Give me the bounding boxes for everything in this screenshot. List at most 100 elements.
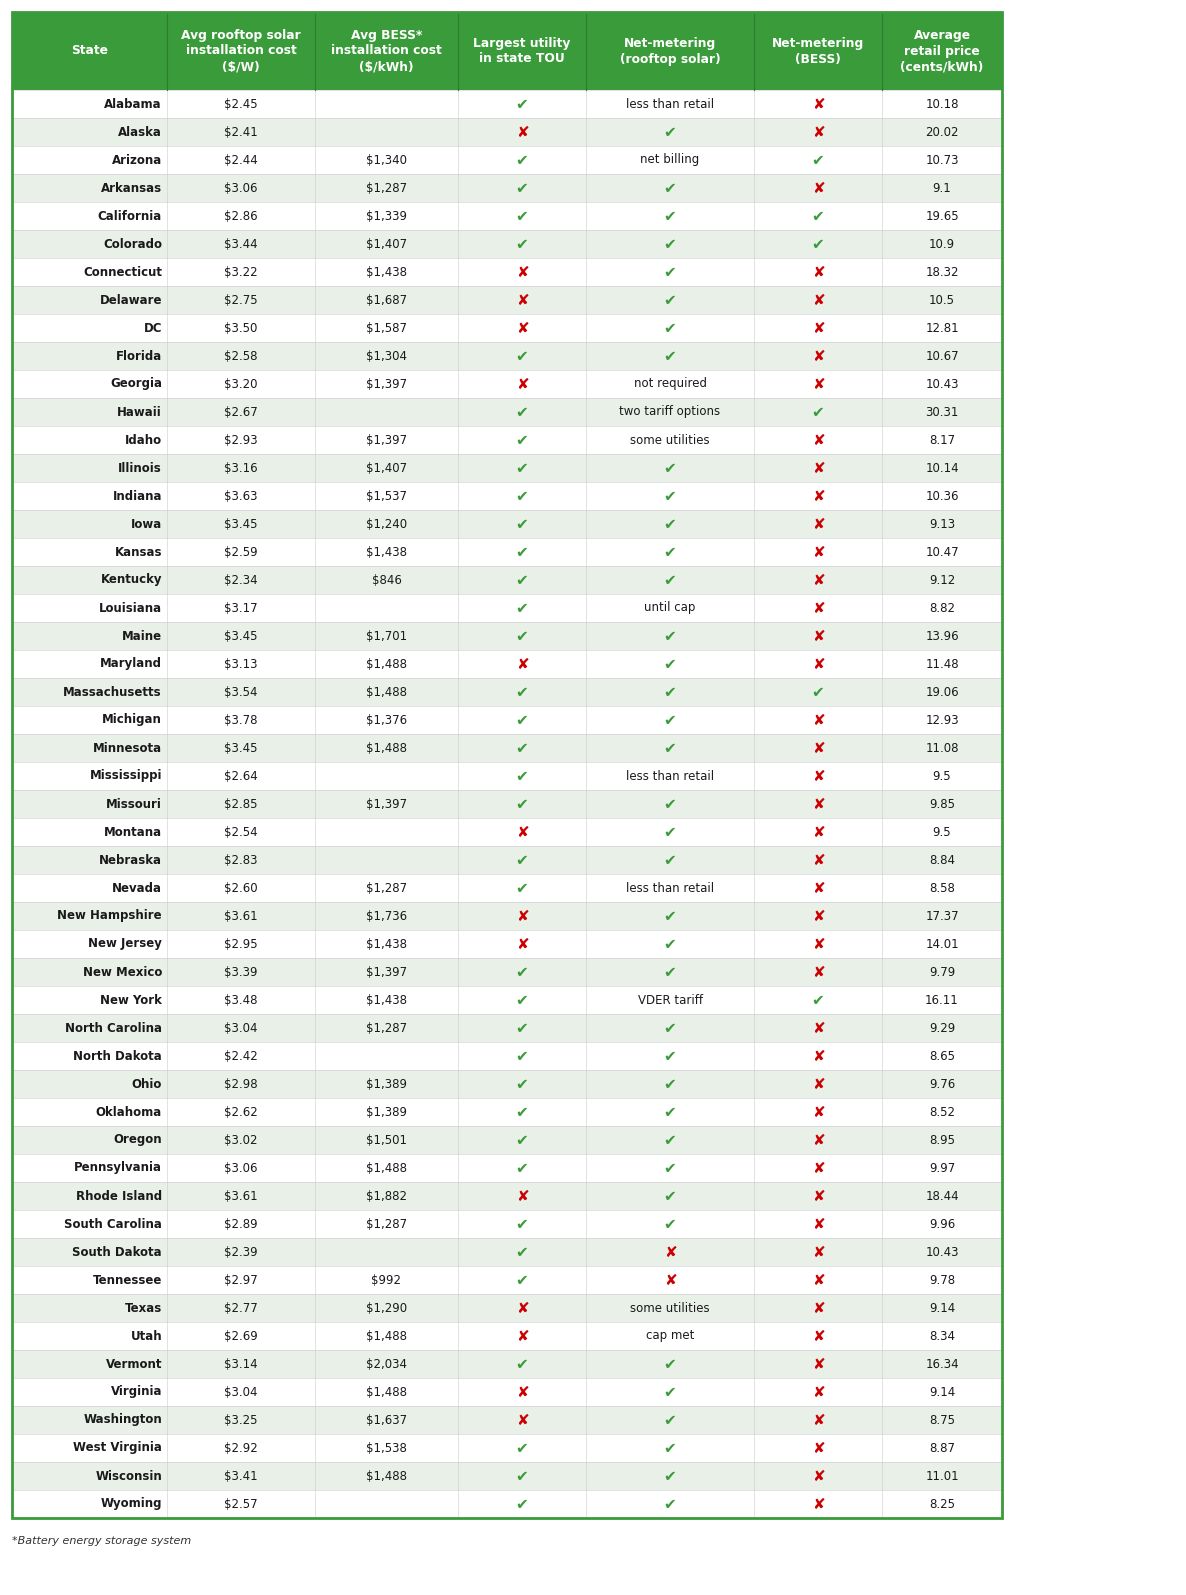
Text: $2.95: $2.95 [224,938,257,951]
Bar [12,986,1002,1014]
Text: $1,340: $1,340 [366,153,407,166]
Text: ✘: ✘ [811,600,824,616]
Text: ✘: ✘ [516,1329,529,1343]
Text: ✘: ✘ [811,1077,824,1091]
Text: $1,287: $1,287 [366,1217,407,1230]
Text: California: California [97,209,162,222]
Text: Hawaii: Hawaii [117,405,162,418]
Text: $2.67: $2.67 [224,405,257,418]
Text: ✘: ✘ [811,880,824,895]
Text: ✔: ✔ [664,1384,676,1399]
Text: ✘: ✘ [811,376,824,391]
Text: Alaska: Alaska [119,126,162,139]
Text: ✔: ✔ [516,461,529,475]
Text: ✘: ✘ [811,769,824,783]
Bar [12,707,1002,734]
Text: ✔: ✔ [516,153,529,167]
Text: Delaware: Delaware [100,293,162,306]
Text: $2,034: $2,034 [366,1357,407,1370]
Bar [167,13,315,89]
Text: ✔: ✔ [516,97,529,112]
Text: Largest utility
in state TOU: Largest utility in state TOU [473,37,570,65]
Text: ✔: ✔ [664,740,676,756]
Text: New York: New York [100,994,162,1006]
Text: $2.58: $2.58 [224,349,257,362]
Text: Average
retail price
(cents/kWh): Average retail price (cents/kWh) [900,29,983,73]
Text: ✔: ✔ [664,573,676,587]
Text: ✔: ✔ [516,1469,529,1483]
Text: ✔: ✔ [516,1104,529,1120]
Text: 9.78: 9.78 [929,1273,955,1287]
Text: ✔: ✔ [516,1273,529,1287]
Bar [12,1322,1002,1349]
Text: Rhode Island: Rhode Island [76,1190,162,1203]
Text: Washington: Washington [83,1413,162,1426]
Text: ✘: ✘ [811,1273,824,1287]
Text: $2.34: $2.34 [224,574,257,587]
Text: *Battery energy storage system: *Battery energy storage system [12,1536,191,1546]
Text: 8.34: 8.34 [929,1330,955,1343]
Text: ✘: ✘ [811,740,824,756]
Text: Virginia: Virginia [110,1386,162,1399]
Text: ✔: ✔ [516,1440,529,1456]
Text: $3.16: $3.16 [224,461,257,474]
Text: $3.45: $3.45 [224,742,257,754]
Text: Minnesota: Minnesota [93,742,162,754]
Text: State: State [71,45,108,57]
Text: $3.44: $3.44 [224,238,257,250]
Text: ✘: ✘ [811,1048,824,1064]
Text: ✘: ✘ [811,852,824,868]
Text: 8.95: 8.95 [929,1134,955,1147]
Text: 8.65: 8.65 [929,1050,955,1062]
Text: ✔: ✔ [664,348,676,364]
Text: $3.61: $3.61 [224,1190,257,1203]
Bar [12,566,1002,593]
Text: ✘: ✘ [516,265,529,279]
Text: ✘: ✘ [811,292,824,308]
Text: ✘: ✘ [811,825,824,839]
Text: $2.86: $2.86 [224,209,257,222]
Bar [12,1182,1002,1211]
Text: ✔: ✔ [664,1161,676,1176]
Bar [12,1070,1002,1097]
Text: ✔: ✔ [664,657,676,671]
Text: ✔: ✔ [516,1132,529,1147]
Text: 16.34: 16.34 [925,1357,958,1370]
Bar [315,13,458,89]
Text: Wisconsin: Wisconsin [95,1469,162,1482]
Text: ✔: ✔ [664,965,676,979]
Text: $2.44: $2.44 [224,153,257,166]
Text: $2.64: $2.64 [224,769,257,783]
Text: ✔: ✔ [664,936,676,952]
Text: Alabama: Alabama [104,97,162,110]
Text: $1,488: $1,488 [366,686,407,699]
Text: $1,389: $1,389 [366,1105,407,1118]
Text: $3.48: $3.48 [224,994,257,1006]
Text: ✘: ✘ [811,936,824,952]
Text: ✔: ✔ [516,236,529,252]
Text: ✘: ✘ [811,1356,824,1372]
Bar [12,1266,1002,1294]
Text: two tariff options: two tariff options [619,405,721,418]
Text: Kansas: Kansas [115,545,162,558]
Text: $3.04: $3.04 [224,1021,257,1035]
Bar [12,286,1002,314]
Text: ✔: ✔ [516,348,529,364]
Text: ✔: ✔ [664,180,676,196]
Bar [12,1294,1002,1322]
Bar [12,89,1002,118]
Bar [12,1490,1002,1518]
Text: ✔: ✔ [516,1077,529,1091]
Text: $1,587: $1,587 [366,322,407,335]
Bar [12,314,1002,341]
Text: ✔: ✔ [516,405,529,419]
Bar [12,13,1002,1518]
Text: ✘: ✘ [811,488,824,504]
Text: ✔: ✔ [516,992,529,1008]
Text: ✔: ✔ [516,796,529,812]
Text: 8.84: 8.84 [929,853,955,866]
Bar [12,622,1002,651]
Text: ✘: ✘ [811,657,824,671]
Text: 10.36: 10.36 [925,490,958,502]
Text: Missouri: Missouri [106,798,162,810]
